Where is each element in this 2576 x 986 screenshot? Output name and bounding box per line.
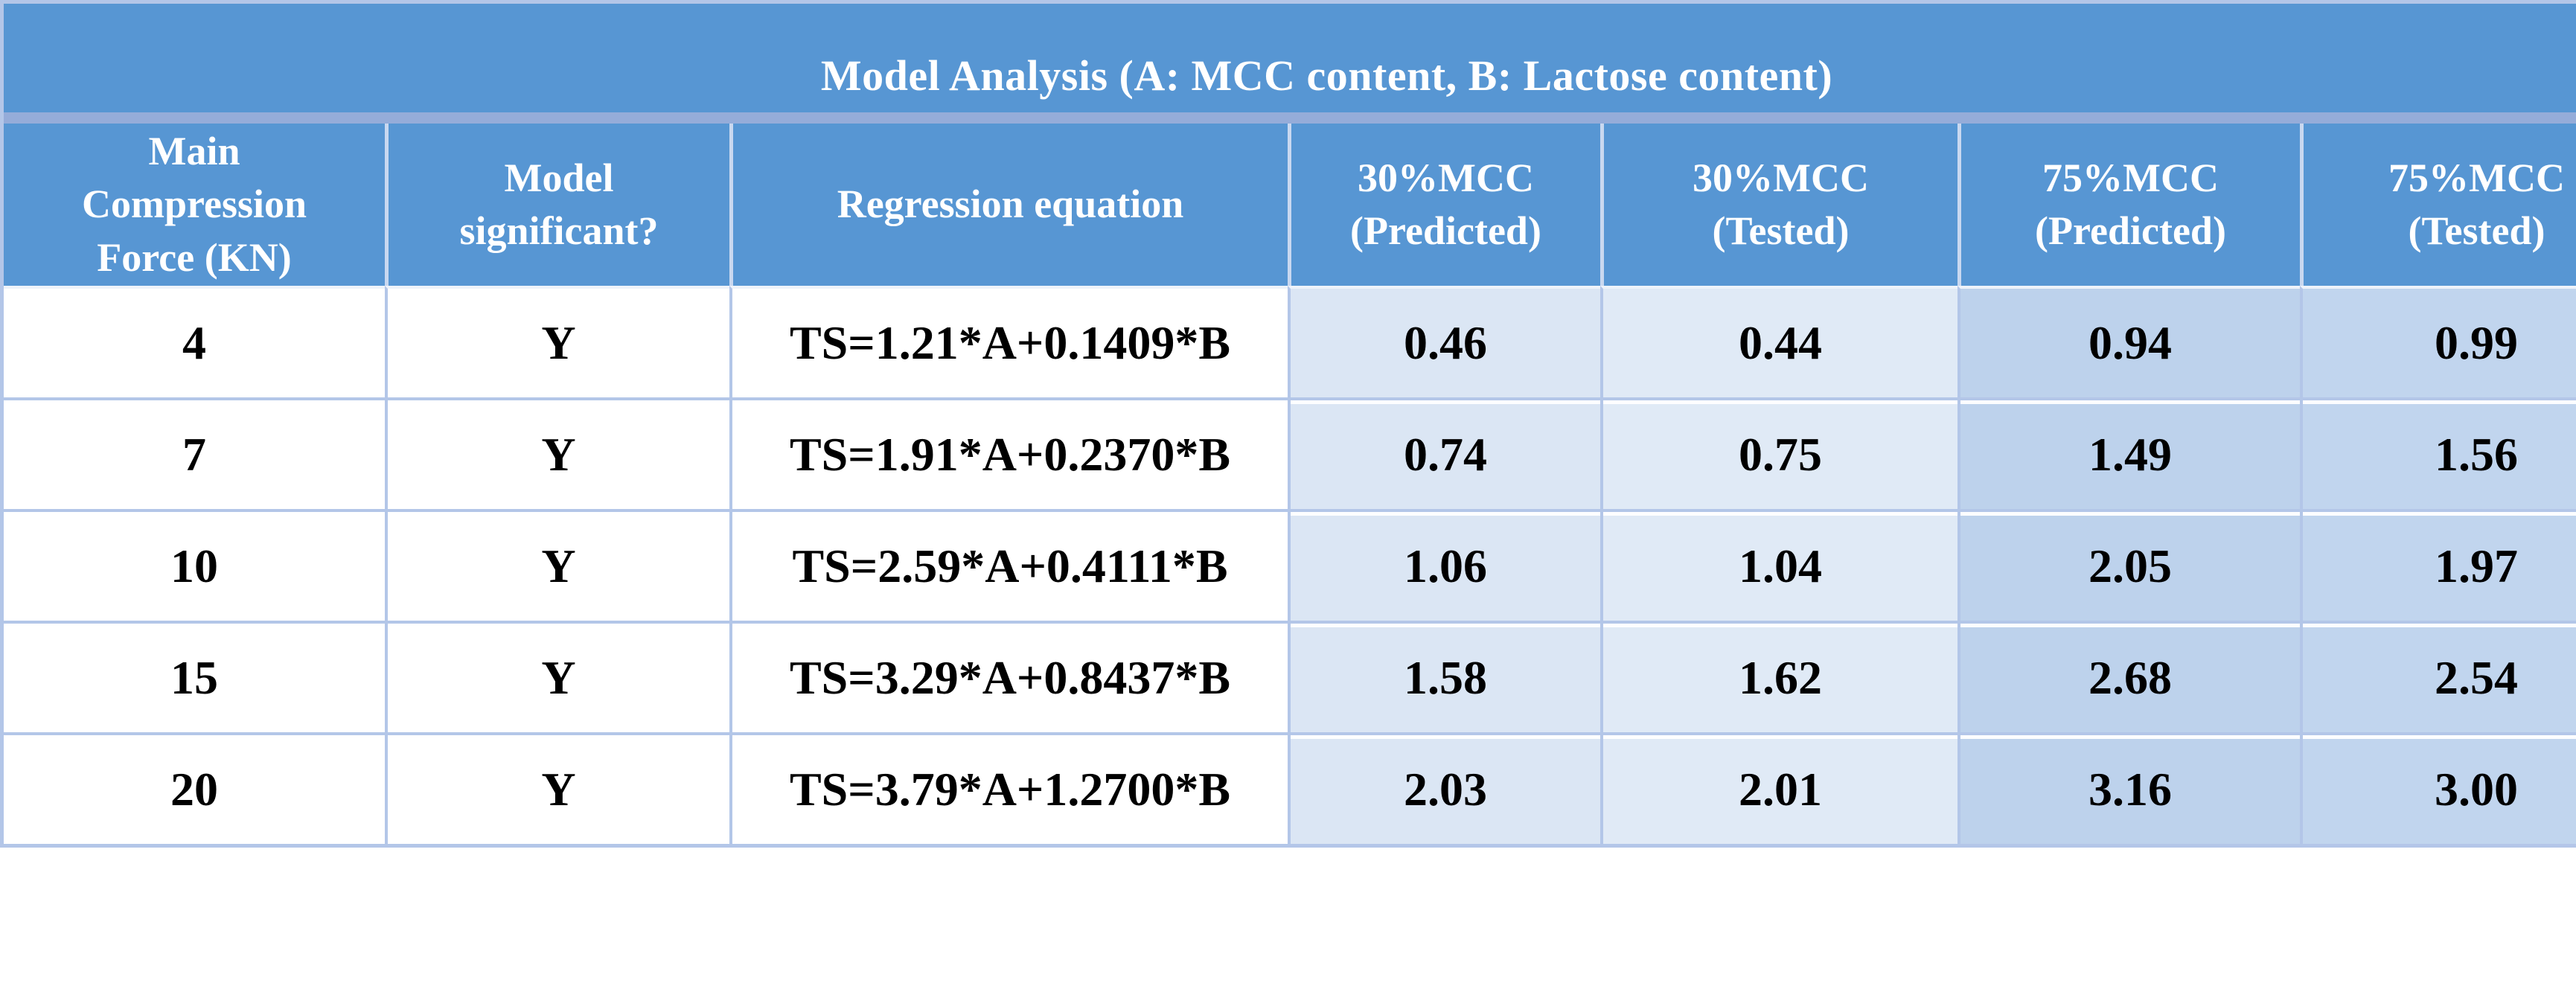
cell-75mcc-tested: 2.54 [2300, 621, 2576, 732]
col-header-30mcc-predicted: 30%MCC (Predicted) [1288, 124, 1600, 286]
cell-30mcc-predicted: 1.58 [1288, 621, 1600, 732]
col-header-30mcc-tested: 30%MCC (Tested) [1600, 124, 1957, 286]
cell-30mcc-tested: 1.04 [1600, 509, 1957, 621]
cell-significant: Y [385, 509, 729, 621]
cell-30mcc-tested: 0.44 [1600, 286, 1957, 397]
cell-75mcc-predicted: 0.94 [1957, 286, 2300, 397]
col-header-compression-force: Main Compression Force (KN) [4, 124, 385, 286]
table-row: 4 Y TS=1.21*A+0.1409*B 0.46 0.44 0.94 0.… [4, 286, 2576, 397]
cell-30mcc-predicted: 1.06 [1288, 509, 1600, 621]
cell-significant: Y [385, 732, 729, 844]
cell-force: 20 [4, 732, 385, 844]
cell-75mcc-predicted: 1.49 [1957, 397, 2300, 509]
table-title: Model Analysis (A: MCC content, B: Lacto… [4, 4, 2576, 112]
header-row: Main Compression Force (KN) Model signif… [4, 124, 2576, 286]
cell-30mcc-predicted: 2.03 [1288, 732, 1600, 844]
cell-equation: TS=1.91*A+0.2370*B [729, 397, 1288, 509]
cell-equation: TS=2.59*A+0.4111*B [729, 509, 1288, 621]
cell-75mcc-tested: 3.00 [2300, 732, 2576, 844]
cell-30mcc-tested: 1.62 [1600, 621, 1957, 732]
cell-force: 7 [4, 397, 385, 509]
col-header-75mcc-tested: 75%MCC (Tested) [2300, 124, 2576, 286]
cell-75mcc-tested: 1.56 [2300, 397, 2576, 509]
cell-force: 4 [4, 286, 385, 397]
title-row: Model Analysis (A: MCC content, B: Lacto… [4, 4, 2576, 112]
cell-30mcc-predicted: 0.74 [1288, 397, 1600, 509]
cell-75mcc-predicted: 2.68 [1957, 621, 2300, 732]
cell-30mcc-tested: 0.75 [1600, 397, 1957, 509]
cell-75mcc-predicted: 3.16 [1957, 732, 2300, 844]
cell-75mcc-tested: 1.97 [2300, 509, 2576, 621]
col-header-regression-equation: Regression equation [729, 124, 1288, 286]
col-header-model-significant: Model significant? [385, 124, 729, 286]
cell-significant: Y [385, 286, 729, 397]
title-separator [4, 112, 2576, 124]
table-row: 10 Y TS=2.59*A+0.4111*B 1.06 1.04 2.05 1… [4, 509, 2576, 621]
table-row: 20 Y TS=3.79*A+1.2700*B 2.03 2.01 3.16 3… [4, 732, 2576, 844]
table-row: 15 Y TS=3.29*A+0.8437*B 1.58 1.62 2.68 2… [4, 621, 2576, 732]
cell-equation: TS=1.21*A+0.1409*B [729, 286, 1288, 397]
cell-30mcc-predicted: 0.46 [1288, 286, 1600, 397]
cell-significant: Y [385, 621, 729, 732]
cell-significant: Y [385, 397, 729, 509]
cell-equation: TS=3.29*A+0.8437*B [729, 621, 1288, 732]
table-row: 7 Y TS=1.91*A+0.2370*B 0.74 0.75 1.49 1.… [4, 397, 2576, 509]
title-separator-row [4, 112, 2576, 124]
cell-equation: TS=3.79*A+1.2700*B [729, 732, 1288, 844]
model-analysis-table: Model Analysis (A: MCC content, B: Lacto… [0, 0, 2576, 848]
cell-75mcc-predicted: 2.05 [1957, 509, 2300, 621]
cell-75mcc-tested: 0.99 [2300, 286, 2576, 397]
cell-force: 10 [4, 509, 385, 621]
col-header-75mcc-predicted: 75%MCC (Predicted) [1957, 124, 2300, 286]
cell-30mcc-tested: 2.01 [1600, 732, 1957, 844]
cell-force: 15 [4, 621, 385, 732]
